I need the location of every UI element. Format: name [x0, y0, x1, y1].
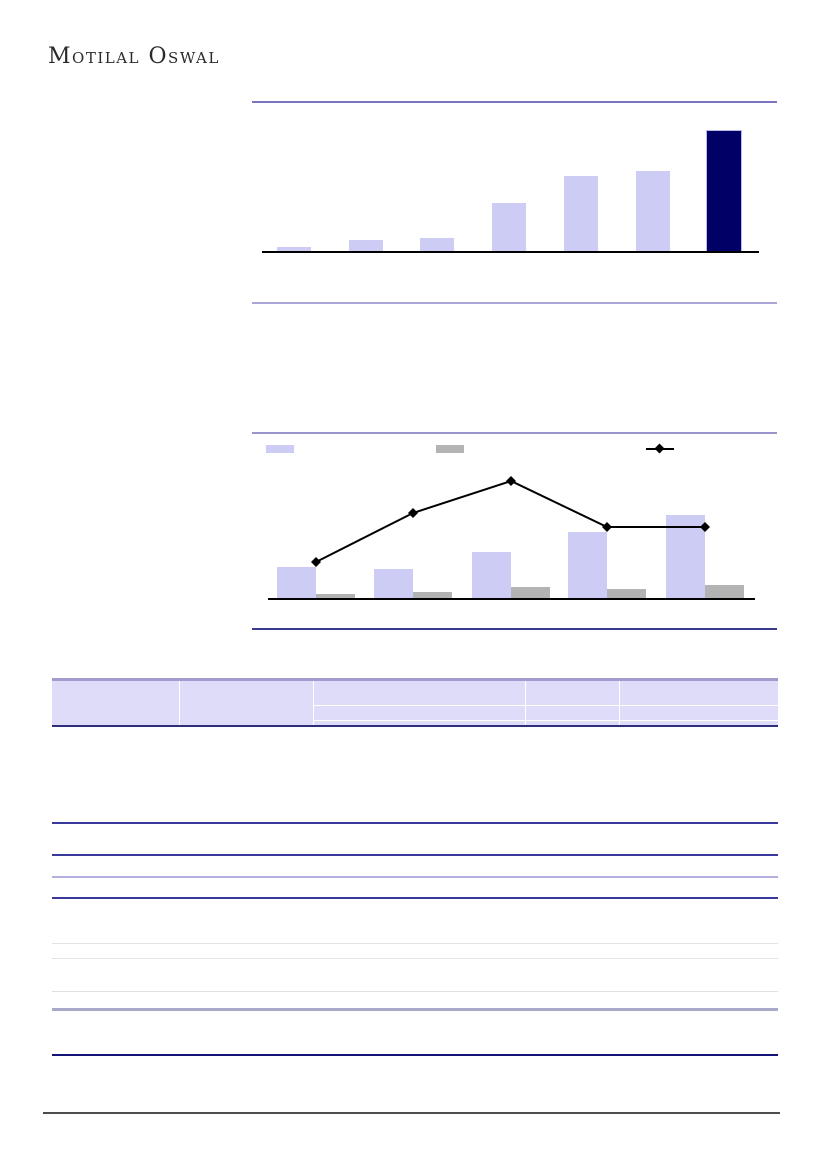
- chart1-bottom-rule: [252, 302, 777, 304]
- chart1-bar: [563, 176, 598, 251]
- chart2-bar-series2: [316, 594, 355, 598]
- chart1-bar: [707, 131, 742, 251]
- table-rule-gray: [52, 958, 778, 959]
- header-column-separator: [313, 681, 314, 725]
- chart1-bar: [420, 238, 455, 251]
- chart2-bar-series1: [568, 532, 607, 598]
- diamond-marker-icon: [408, 508, 418, 518]
- legend-line-swatch-icon: [646, 443, 674, 454]
- table-header-band: [52, 678, 778, 727]
- chart2-bar-series1: [666, 515, 705, 598]
- trend-line: [311, 476, 710, 567]
- chart2-bar-series2: [607, 589, 646, 598]
- chart1-bar: [635, 171, 670, 251]
- header-row-separator: [313, 705, 778, 706]
- chart2-bar-series2: [705, 585, 744, 598]
- chart1-bar: [492, 203, 527, 251]
- chart2-top-rule: [252, 432, 777, 434]
- chart2-bar-series1: [374, 569, 413, 598]
- chart2-plot: [252, 432, 777, 598]
- chart2-bottom-rule: [252, 628, 777, 630]
- chart2-x-axis: [268, 598, 755, 600]
- chart1-top-rule: [252, 101, 777, 103]
- header-column-separator: [619, 681, 620, 725]
- growth-bar-chart: [252, 101, 777, 304]
- brand-logo: Motilal Oswal: [48, 44, 220, 69]
- table-rule-navy: [52, 854, 778, 856]
- table-rule-navy: [52, 822, 778, 824]
- table-rule-pale: [52, 876, 778, 878]
- chart1-x-axis: [262, 251, 759, 253]
- table-rule-navy: [52, 897, 778, 899]
- chart1-bar: [277, 247, 311, 251]
- chart2-bar-series1: [472, 552, 511, 598]
- table-rule-gray: [52, 991, 778, 992]
- header-column-separator: [179, 681, 180, 725]
- diamond-marker-icon: [506, 476, 516, 486]
- table-rule-dark-navy: [52, 1054, 778, 1056]
- table-rule-lavender: [52, 1008, 778, 1011]
- header-row-separator: [313, 720, 778, 721]
- chart2-bar-series2: [511, 587, 550, 598]
- chart2-bar-series2: [413, 592, 452, 598]
- diamond-marker-icon: [602, 522, 612, 532]
- chart1-bar: [348, 240, 383, 251]
- header-column-separator: [525, 681, 526, 725]
- combo-chart: [252, 432, 777, 630]
- diamond-marker-icon: [311, 557, 321, 567]
- chart1-plot: [252, 101, 777, 251]
- legend-bar2-swatch-icon: [436, 445, 464, 453]
- table-rule-gray: [52, 943, 778, 944]
- footer-rule: [43, 1112, 780, 1114]
- legend-bar1-swatch-icon: [266, 445, 294, 453]
- diamond-marker-icon: [700, 522, 710, 532]
- chart2-bar-series1: [277, 567, 316, 598]
